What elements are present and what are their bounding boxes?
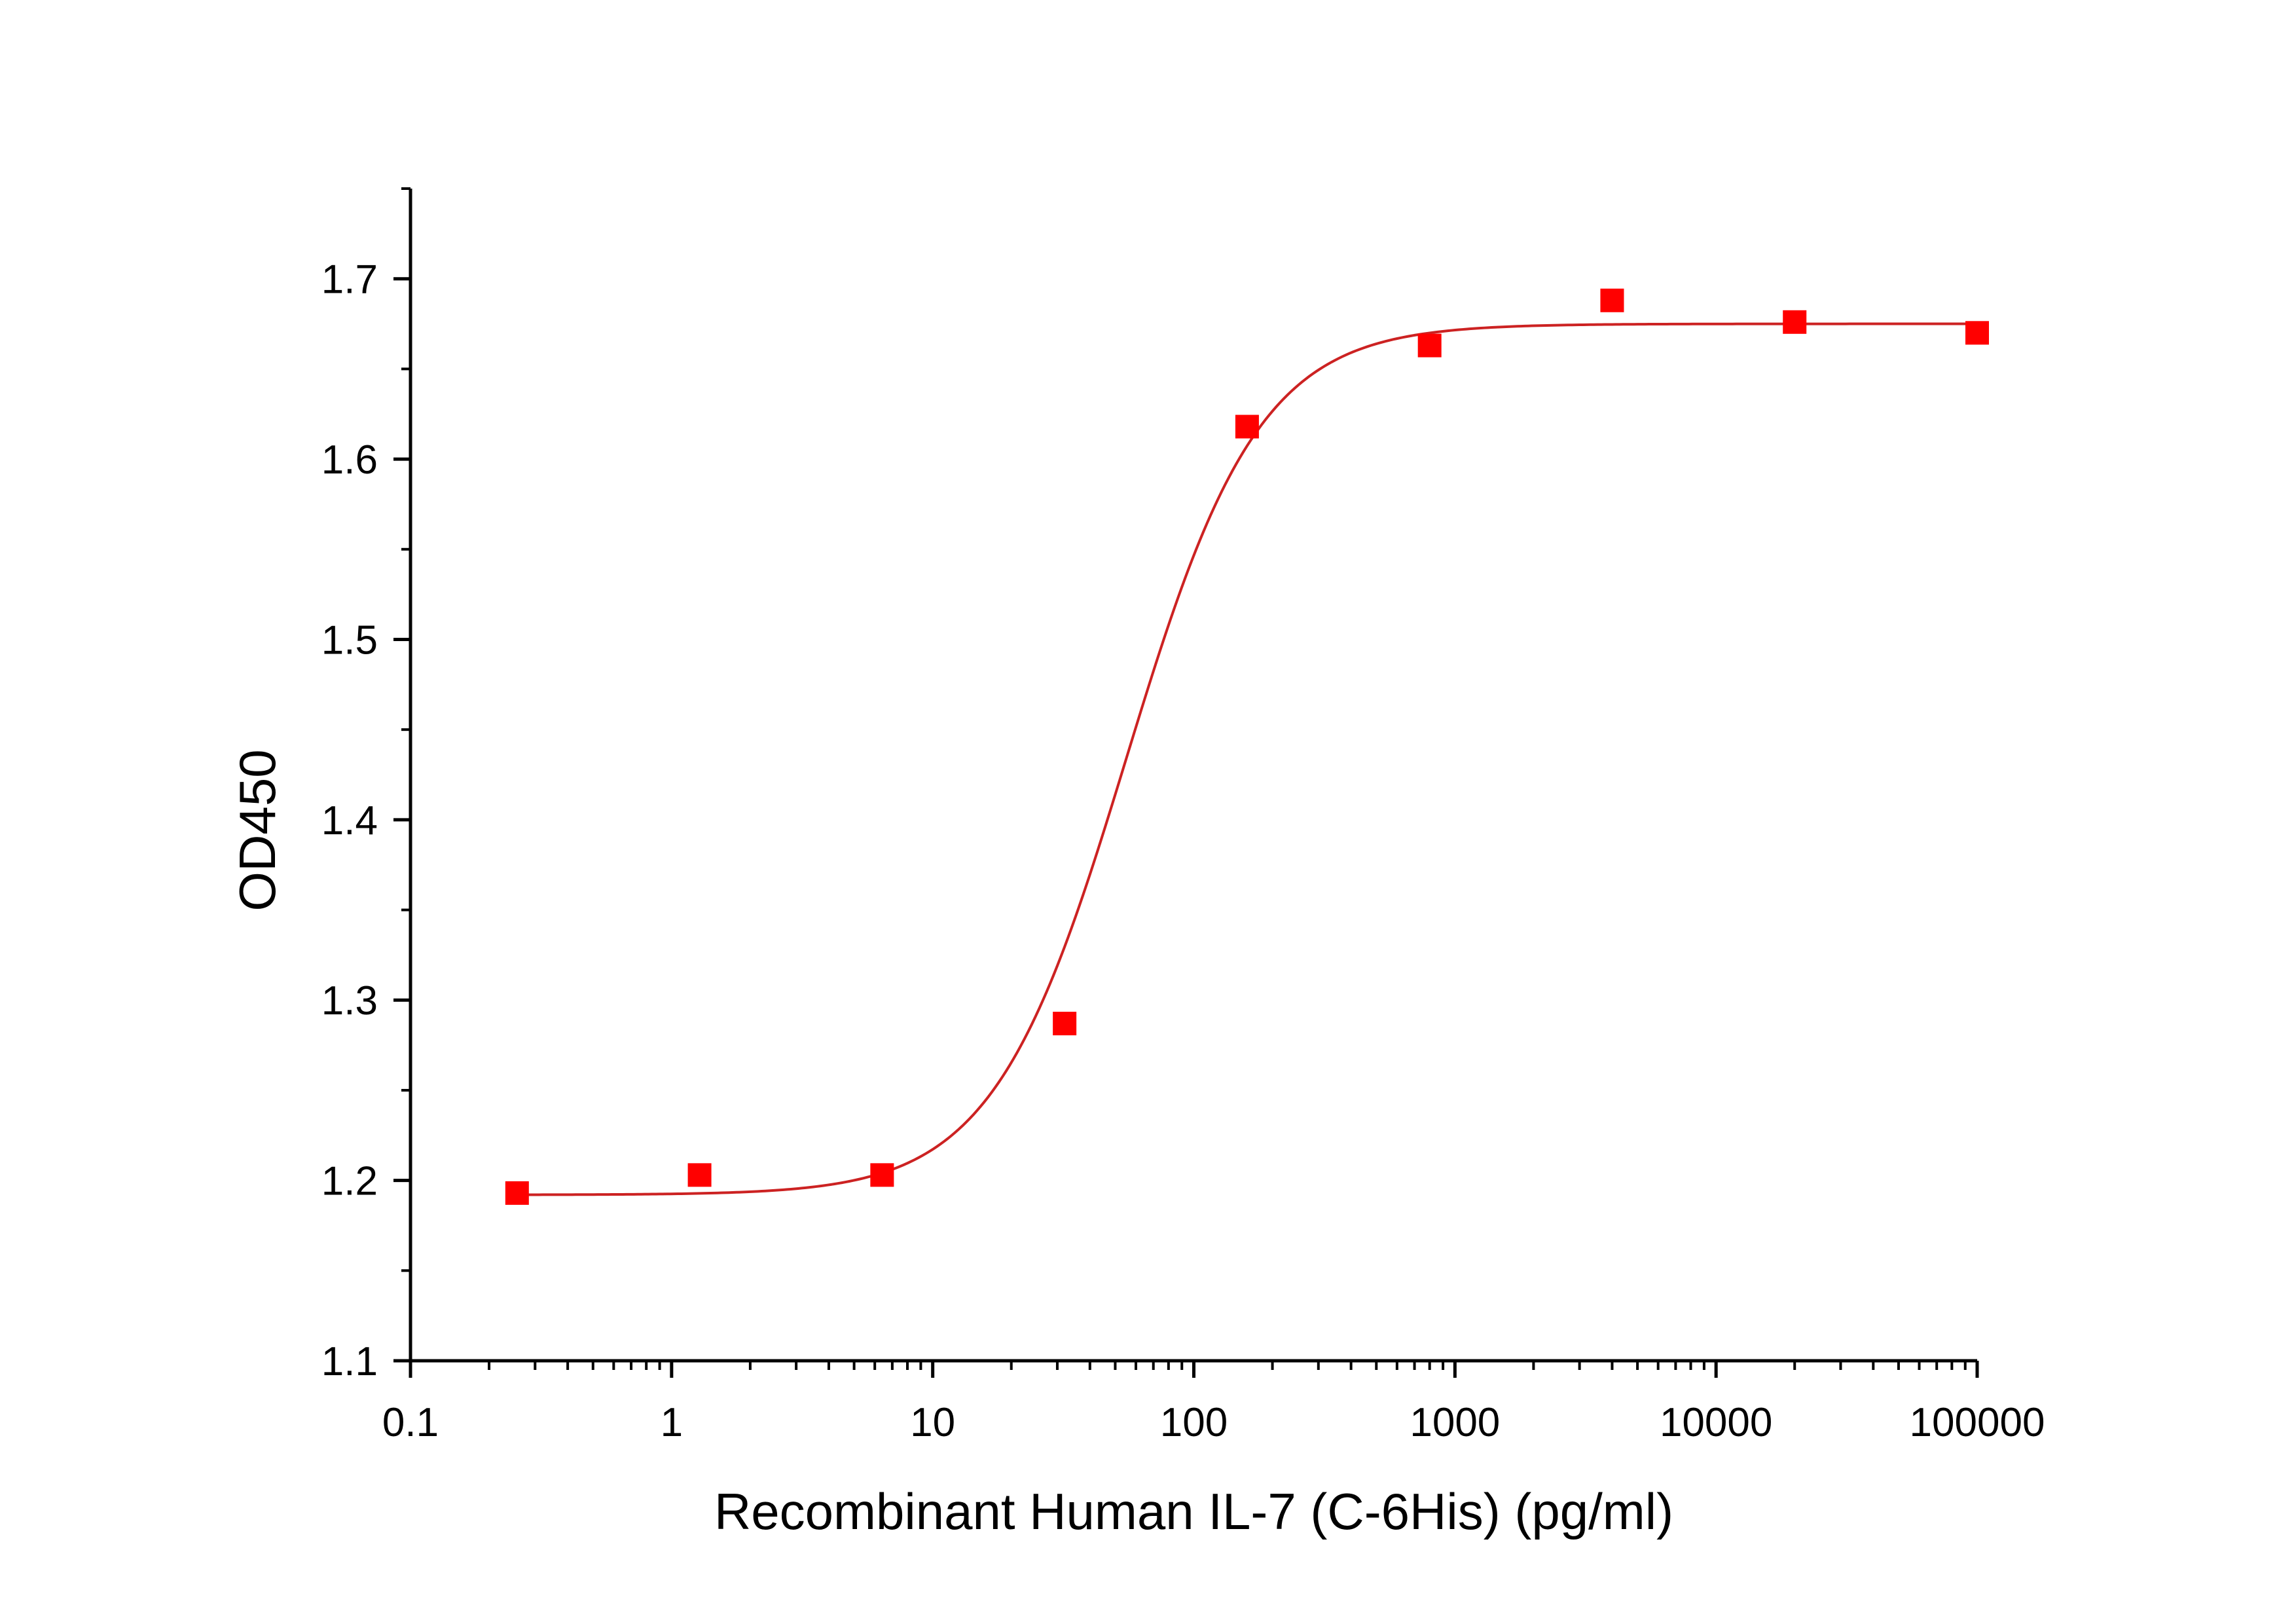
x-tick-label: 100 — [1160, 1400, 1228, 1445]
fit-curve-line — [517, 322, 1977, 1196]
data-point — [1600, 288, 1624, 312]
data-point — [1053, 1012, 1077, 1036]
data-points-layer — [505, 288, 1989, 1205]
data-point — [1417, 333, 1442, 358]
x-tick-label: 1000 — [1410, 1400, 1500, 1445]
y-tick-label: 1.5 — [321, 618, 378, 663]
x-tick-label: 1 — [661, 1400, 683, 1445]
x-tick-label: 10 — [910, 1400, 955, 1445]
data-point — [687, 1163, 712, 1187]
y-tick-label: 1.1 — [321, 1339, 378, 1384]
x-tick-label: 0.1 — [382, 1400, 439, 1445]
data-point — [1783, 310, 1807, 334]
data-point — [1965, 321, 1989, 345]
y-tick-label: 1.2 — [321, 1159, 378, 1204]
data-point — [505, 1181, 529, 1205]
x-tick-label: 10000 — [1660, 1400, 1772, 1445]
y-axis-title: OD450 — [228, 749, 286, 911]
y-tick-label: 1.3 — [321, 978, 378, 1024]
x-axis-title: Recombinant Human IL-7 (C-6His) (pg/ml) — [714, 1483, 1673, 1540]
data-point — [870, 1163, 894, 1187]
x-tick-label: 100000 — [1910, 1400, 2045, 1445]
y-tick-label: 1.6 — [321, 437, 378, 483]
data-point — [1235, 415, 1259, 439]
y-tick-label: 1.4 — [321, 798, 378, 843]
axes — [393, 187, 1979, 1378]
y-tick-label: 1.7 — [321, 257, 378, 303]
fit-curve-layer — [517, 322, 1977, 1196]
tick-labels-layer: 1.1 1.2 1.3 1.4 1.5 1.6 1.7 0.1 1 10 100 1000 10000 1… — [321, 257, 2045, 1445]
